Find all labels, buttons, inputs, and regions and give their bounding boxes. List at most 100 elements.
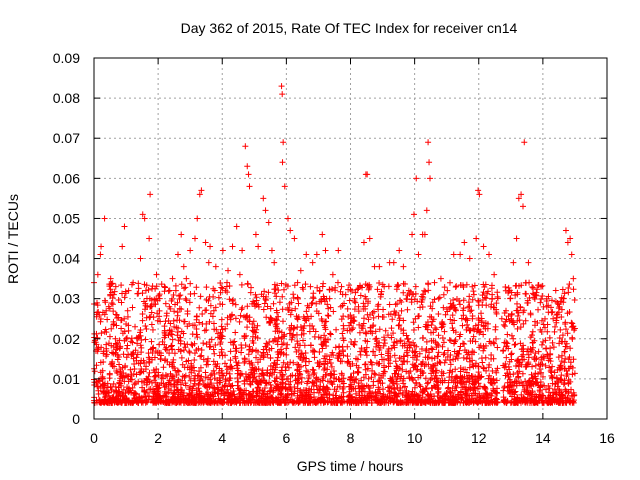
data-point-density bbox=[510, 319, 517, 326]
data-point-density bbox=[468, 307, 475, 314]
data-point-density bbox=[501, 309, 508, 316]
data-point-density bbox=[474, 399, 481, 406]
data-point-density bbox=[557, 326, 564, 333]
data-point-density bbox=[170, 317, 177, 324]
data-point-density bbox=[245, 351, 252, 358]
data-point-density bbox=[467, 386, 474, 393]
data-point-density bbox=[325, 312, 332, 319]
data-point-density bbox=[555, 354, 562, 361]
data-point-density bbox=[121, 378, 128, 385]
data-point bbox=[473, 235, 480, 242]
data-point-density bbox=[249, 321, 256, 328]
data-point-density bbox=[425, 280, 432, 287]
data-point-density bbox=[335, 355, 342, 362]
data-point bbox=[537, 299, 544, 306]
data-point bbox=[121, 223, 128, 230]
data-point bbox=[480, 243, 487, 250]
data-point-density bbox=[290, 325, 297, 332]
data-point-density bbox=[529, 388, 536, 395]
data-point bbox=[423, 207, 430, 214]
data-point-density bbox=[258, 395, 265, 402]
data-point-density bbox=[563, 340, 570, 347]
data-point-density bbox=[540, 338, 547, 345]
data-point-density bbox=[569, 334, 576, 341]
data-point-density bbox=[487, 303, 494, 310]
data-point-density bbox=[469, 283, 476, 290]
data-point-density bbox=[457, 281, 464, 288]
data-point-density bbox=[300, 386, 307, 393]
data-point-density bbox=[427, 303, 434, 310]
data-point-density bbox=[558, 372, 565, 379]
data-point-density bbox=[432, 367, 439, 374]
data-point-density bbox=[220, 372, 227, 379]
data-point-density bbox=[215, 395, 222, 402]
data-point-density bbox=[555, 398, 562, 405]
data-point-density bbox=[232, 315, 239, 322]
data-point-density bbox=[119, 399, 126, 406]
data-point-density bbox=[160, 364, 167, 371]
data-point-density bbox=[285, 381, 292, 388]
data-point-density bbox=[458, 396, 465, 403]
data-point-density bbox=[486, 338, 493, 345]
data-point-density bbox=[443, 389, 450, 396]
data-point-density bbox=[227, 363, 234, 370]
data-point-density bbox=[420, 335, 427, 341]
data-point-density bbox=[281, 333, 288, 340]
data-point-density bbox=[494, 365, 501, 372]
data-point-density bbox=[373, 392, 380, 399]
data-point-density bbox=[532, 375, 539, 382]
data-point-density bbox=[571, 297, 578, 304]
data-point-density bbox=[271, 290, 278, 297]
data-point bbox=[400, 263, 407, 270]
data-point-density bbox=[549, 339, 556, 346]
data-point-density bbox=[327, 370, 334, 377]
data-point-density bbox=[421, 287, 428, 294]
data-point-density bbox=[295, 361, 302, 368]
data-point-density bbox=[439, 321, 446, 328]
data-point-density bbox=[423, 324, 430, 331]
data-point-density bbox=[400, 327, 407, 334]
data-point-density bbox=[446, 388, 453, 395]
data-point-density bbox=[446, 279, 453, 286]
data-point bbox=[187, 247, 194, 254]
data-point-density bbox=[446, 337, 453, 344]
data-point-density bbox=[208, 381, 215, 388]
data-point-density bbox=[460, 378, 467, 385]
data-point-density bbox=[469, 296, 476, 303]
data-point-density bbox=[529, 290, 536, 297]
data-point-density bbox=[529, 339, 536, 346]
data-point-density bbox=[222, 376, 229, 383]
data-point-density bbox=[561, 348, 568, 355]
data-point bbox=[198, 187, 205, 194]
data-point-density bbox=[511, 341, 518, 348]
data-point-density bbox=[248, 284, 255, 291]
data-point-density bbox=[324, 385, 331, 392]
data-point-density bbox=[339, 378, 346, 385]
data-point-density bbox=[292, 305, 299, 312]
data-point-density bbox=[475, 298, 482, 305]
data-point-density bbox=[424, 354, 431, 361]
data-point-density bbox=[347, 286, 354, 293]
data-point-density bbox=[311, 348, 318, 355]
data-point-density bbox=[532, 350, 539, 357]
data-point-density bbox=[404, 306, 411, 313]
data-point-density bbox=[482, 281, 489, 288]
data-point-density bbox=[386, 301, 393, 308]
data-point-density bbox=[520, 320, 527, 327]
data-point-density bbox=[233, 359, 240, 366]
data-point-density bbox=[142, 323, 149, 330]
data-point-density bbox=[569, 364, 576, 371]
data-point-density bbox=[254, 348, 261, 355]
data-point-density bbox=[327, 304, 334, 311]
data-point-density bbox=[135, 285, 142, 292]
x-tick-label: 12 bbox=[471, 430, 487, 446]
data-point-density bbox=[389, 316, 396, 323]
data-point-density bbox=[251, 374, 258, 381]
data-point-density bbox=[463, 355, 470, 362]
data-point-density bbox=[466, 293, 473, 300]
data-point-density bbox=[218, 323, 225, 330]
data-point-density bbox=[379, 372, 386, 379]
data-point-density bbox=[132, 390, 139, 397]
data-point-density bbox=[453, 283, 460, 290]
data-point-density bbox=[182, 284, 189, 291]
